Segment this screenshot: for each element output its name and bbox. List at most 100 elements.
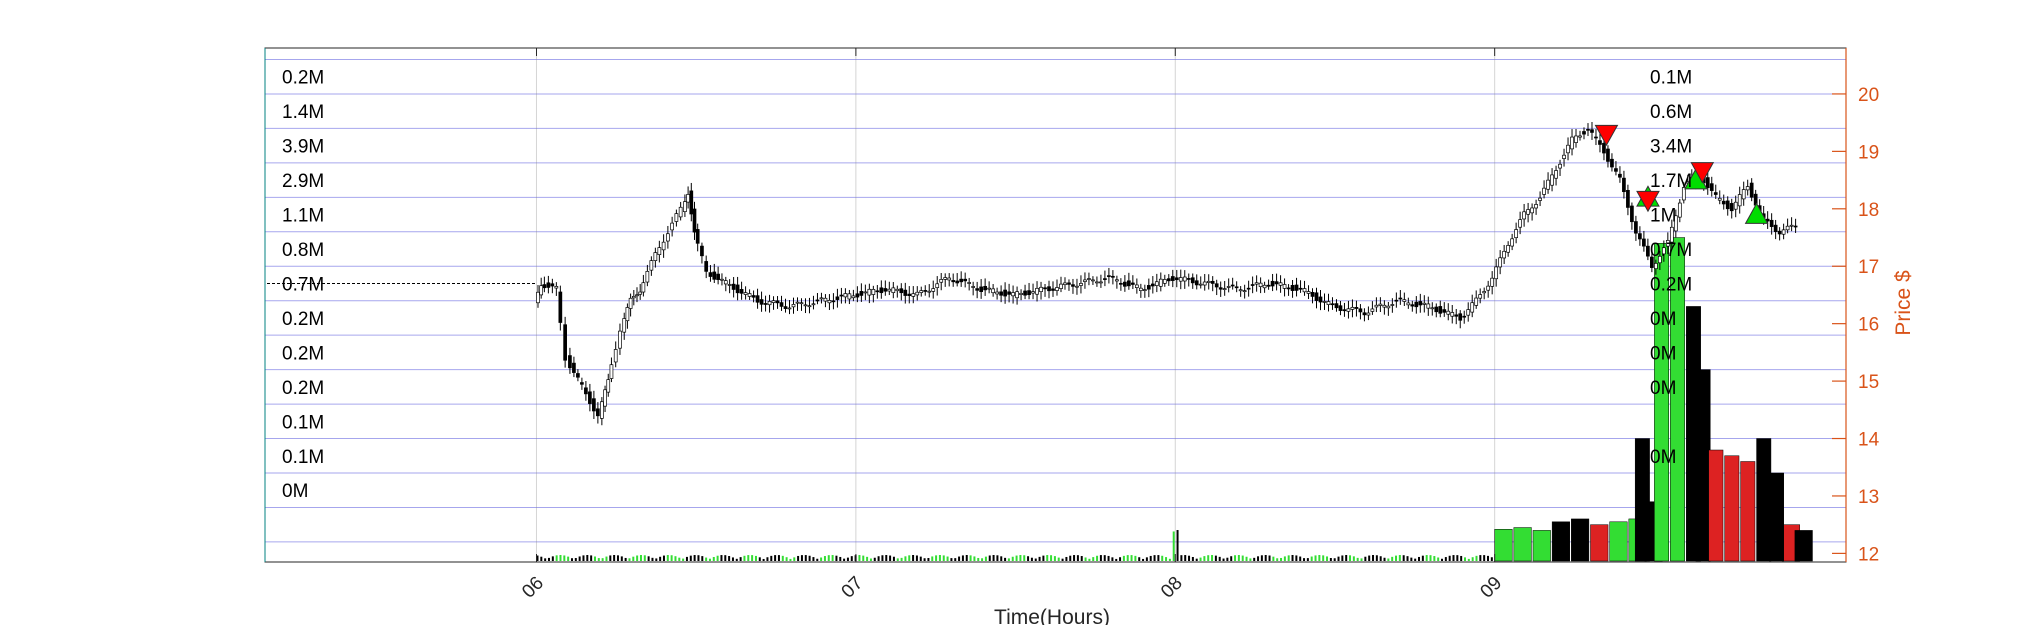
candle-body <box>899 288 904 294</box>
volume-bar <box>904 556 907 561</box>
candle-body <box>791 304 796 308</box>
volume-bar <box>1145 557 1148 561</box>
candle-body <box>606 379 611 393</box>
volume-bar <box>1061 558 1064 561</box>
candle-body <box>1769 219 1774 227</box>
left-profile-label: 3.9M <box>282 137 324 158</box>
volume-bar <box>958 556 961 561</box>
volume-bar <box>1092 557 1095 561</box>
candle-body <box>1741 189 1746 200</box>
candle-body <box>1278 282 1283 286</box>
volume-bar <box>701 556 704 561</box>
candle-body <box>1530 207 1534 214</box>
candle-body <box>1490 277 1495 287</box>
volume-bar <box>1195 558 1198 561</box>
candle-body <box>1650 256 1654 268</box>
candle-body <box>1510 238 1514 247</box>
volume-bar <box>1379 556 1382 561</box>
volume-bar <box>1437 557 1440 561</box>
volume-bar <box>954 558 957 561</box>
candle-body <box>1438 306 1443 314</box>
candle-body <box>692 208 697 233</box>
volume-bar <box>923 558 926 561</box>
volume-bar <box>1429 555 1432 561</box>
candle-body <box>1182 276 1187 282</box>
left-profile-label: 0.8M <box>282 240 324 261</box>
volume-bar <box>559 555 562 561</box>
volume-bar <box>536 555 539 561</box>
candle-body <box>1035 287 1039 295</box>
volume-bar <box>1069 555 1072 561</box>
candle-body <box>1350 306 1355 310</box>
candle-body <box>1123 281 1127 287</box>
volume-bar <box>777 555 780 561</box>
candle-body <box>811 303 816 306</box>
volume-bar <box>613 555 616 561</box>
candle-body <box>1342 309 1347 312</box>
volume-bar <box>1230 556 1233 561</box>
volume-bar <box>547 557 550 561</box>
candle-body <box>1170 276 1175 281</box>
volume-bar <box>605 556 608 561</box>
volume-bar <box>662 555 665 561</box>
volume-bar <box>551 556 554 561</box>
volume-bar <box>1287 555 1290 561</box>
volume-bar <box>1272 556 1275 561</box>
candle-body <box>919 290 924 293</box>
volume-bar <box>1042 555 1045 561</box>
candle-body <box>1338 305 1343 311</box>
candle-body <box>1358 308 1363 313</box>
volume-bar <box>1398 555 1401 561</box>
volume-bar <box>1096 555 1099 561</box>
candle-body <box>759 299 764 305</box>
volume-bar <box>1122 555 1125 561</box>
volume-bar <box>1249 558 1252 561</box>
candle-body <box>666 233 670 242</box>
volume-bar <box>735 558 738 561</box>
candle-body <box>875 290 880 293</box>
candle-body <box>689 190 694 215</box>
candle-body <box>1618 173 1622 178</box>
candle-body <box>947 277 952 281</box>
volume-bar <box>889 555 892 561</box>
volume-bar <box>1057 557 1060 561</box>
candle-body <box>596 408 600 417</box>
candle-body <box>1194 280 1199 286</box>
volume-bar <box>1490 557 1493 561</box>
candle-body <box>670 222 674 231</box>
volume-bar <box>674 556 677 561</box>
volume-bar <box>1383 557 1386 561</box>
y-tick-label: 13 <box>1858 487 1879 508</box>
volume-bar <box>1609 521 1628 562</box>
candle-body <box>1502 250 1507 259</box>
candle-body <box>1777 230 1782 235</box>
candle-body <box>827 300 832 304</box>
candle-body <box>1238 289 1243 292</box>
candle-body <box>1462 315 1467 318</box>
volume-bar <box>812 557 815 561</box>
candle-body <box>1474 297 1479 306</box>
candle-body <box>1075 285 1079 288</box>
candle-body <box>767 301 772 306</box>
volume-bar <box>793 557 796 561</box>
candle-body <box>1422 302 1427 305</box>
volume-bar <box>1241 555 1244 561</box>
candle-body <box>1134 284 1139 288</box>
volume-bar <box>1414 558 1417 561</box>
candlesticks <box>536 122 1798 426</box>
volume-bar <box>724 555 727 561</box>
candle-body <box>1158 278 1163 287</box>
volume-bar <box>1295 555 1298 561</box>
volume-spike-bar <box>1708 449 1724 562</box>
candle-body <box>1258 282 1263 287</box>
volume-bar <box>781 555 784 561</box>
volume-bar <box>586 555 589 561</box>
volume-bar <box>1464 557 1467 561</box>
volume-bar <box>1333 558 1336 561</box>
volume-bar <box>1360 558 1363 561</box>
candle-body <box>1410 304 1415 307</box>
volume-bar <box>858 555 861 561</box>
volume-bar <box>636 555 639 561</box>
volume-bar <box>1191 556 1194 561</box>
volume-bar <box>1532 530 1551 562</box>
